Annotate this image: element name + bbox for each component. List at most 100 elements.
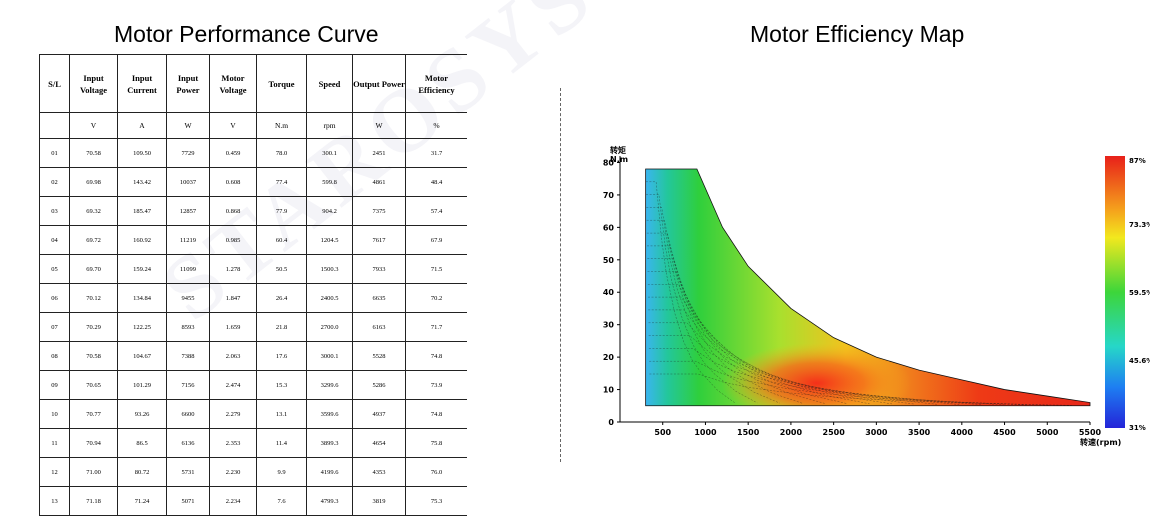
x-tick-label: 2000: [780, 428, 803, 437]
table-cell: 71.24: [117, 486, 167, 516]
table-cell: 122.25: [117, 312, 167, 342]
table-cell: 70.2: [405, 283, 467, 313]
table-cell: 7388: [166, 341, 210, 371]
table-row: 01 70.58 109.50 7729 0.459 78.0 300.1 2451 31.7: [39, 138, 467, 168]
table-cell: 1.659: [209, 312, 257, 342]
table-cell: 134.84: [117, 283, 167, 313]
table-cell: 5731: [166, 457, 210, 487]
unit-cell: V: [69, 112, 118, 139]
x-tick-label: 1000: [694, 428, 717, 437]
table-row: 02 69.98 143.42 10037 0.608 77.4 599.8 4861 48.4: [39, 167, 467, 197]
table-cell: 60.4: [256, 225, 307, 255]
table-cell: 3000.1: [306, 341, 353, 371]
table-cell: 17.6: [256, 341, 307, 371]
unit-cell: V: [209, 112, 257, 139]
table-cell: 4799.3: [306, 486, 353, 516]
table-cell: 71.5: [405, 254, 467, 284]
table-cell: 1500.3: [306, 254, 353, 284]
table-cell: 74.8: [405, 341, 467, 371]
efficiency-map-title: Motor Efficiency Map: [750, 21, 965, 47]
contour-line: [649, 373, 1072, 406]
contour-line: [647, 284, 915, 405]
contour-line: [648, 322, 982, 405]
table-cell: 0.985: [209, 225, 257, 255]
contour-line: [646, 207, 780, 404]
table-cell: 9455: [166, 283, 210, 313]
table-cell: 09: [39, 370, 70, 400]
performance-table: S/L Input Voltage Input Current Input Power…: [39, 54, 467, 526]
x-tick-label: 3500: [908, 428, 931, 437]
table-cell: 6163: [352, 312, 406, 342]
x-tick-label: 500: [654, 428, 671, 437]
table-cell: 07: [39, 312, 70, 342]
table-cell: 4199.6: [306, 457, 353, 487]
colorbar-label: 87%: [1129, 157, 1146, 165]
contour-line: [647, 271, 892, 405]
table-row: 11 70.94 86.5 6136 2.353 11.4 3899.3 4654 75.8: [39, 428, 467, 458]
table-header-cell: Input Voltage: [69, 54, 118, 113]
contour-line: [648, 296, 937, 405]
performance-table-title: Motor Performance Curve: [114, 21, 379, 47]
table-cell: 101.29: [117, 370, 167, 400]
table-cell: 70.65: [69, 370, 118, 400]
table-cell: 4654: [352, 428, 406, 458]
table-cell: 01: [39, 138, 70, 168]
table-cell: 70.77: [69, 399, 118, 429]
table-header-cell: Torque: [256, 54, 307, 113]
table-row: 04 69.72 160.92 11219 0.985 60.4 1204.5 7617 67.…: [39, 225, 467, 255]
table-row: 03 69.32 185.47 12857 0.868 77.9 904.2 7375 57.4: [39, 196, 467, 226]
section-divider: [560, 88, 561, 462]
table-cell: 71.00: [69, 457, 118, 487]
table-cell: 7617: [352, 225, 406, 255]
table-cell: 143.42: [117, 167, 167, 197]
table-cell: 70.58: [69, 341, 118, 371]
y-tick-label: 30: [603, 321, 615, 330]
contour-line: [648, 309, 960, 405]
table-cell: 86.5: [117, 428, 167, 458]
table-cell: 3899.3: [306, 428, 353, 458]
table-cell: 4937: [352, 399, 406, 429]
table-cell: 74.8: [405, 399, 467, 429]
contour-line: [649, 360, 1050, 406]
x-tick-label: 1500: [737, 428, 760, 437]
table-units-row: V A W V N.m rpm W%: [39, 112, 467, 139]
contour-line: [646, 232, 825, 404]
table-cell: 904.2: [306, 196, 353, 226]
unit-cell: A: [117, 112, 167, 139]
y-tick-label: 50: [603, 256, 615, 265]
table-cell: 2.279: [209, 399, 257, 429]
x-tick-label: 5000: [1036, 428, 1059, 437]
contour-line: [648, 335, 1005, 406]
table-cell: 1.278: [209, 254, 257, 284]
table-row: 05 69.70 159.24 11099 1.278 50.5 1500.3 7933 71.…: [39, 254, 467, 284]
table-row: 10 70.77 93.26 6600 2.279 13.1 3599.6 4937 74.8: [39, 399, 467, 429]
table-cell: 7933: [352, 254, 406, 284]
table-cell: 69.70: [69, 254, 118, 284]
table-cell: 2.063: [209, 341, 257, 371]
table-cell: 77.9: [256, 196, 307, 226]
table-cell: 13.1: [256, 399, 307, 429]
table-cell: 12: [39, 457, 70, 487]
table-header-cell: Motor Efficiency: [405, 54, 467, 113]
table-cell: 77.4: [256, 167, 307, 197]
table-cell: 12857: [166, 196, 210, 226]
unit-cell: rpm: [306, 112, 353, 139]
y-axis-label-line2: N.m: [610, 155, 628, 164]
table-cell: 2451: [352, 138, 406, 168]
table-cell: 6136: [166, 428, 210, 458]
table-cell: 26.4: [256, 283, 307, 313]
y-tick-label: 20: [603, 353, 615, 362]
table-cell: 185.47: [117, 196, 167, 226]
table-cell: 76.0: [405, 457, 467, 487]
table-cell: 0.868: [209, 196, 257, 226]
table-cell: 57.4: [405, 196, 467, 226]
table-cell: 70.94: [69, 428, 118, 458]
table-cell: 1.847: [209, 283, 257, 313]
table-cell: 7156: [166, 370, 210, 400]
contour-line: [647, 258, 870, 405]
table-cell: 10037: [166, 167, 210, 197]
table-cell: 93.26: [117, 399, 167, 429]
table-cell: 05: [39, 254, 70, 284]
table-row: 12 71.00 80.72 5731 2.230 9.9 4199.6 4353 76.0: [39, 457, 467, 487]
table-cell: 11.4: [256, 428, 307, 458]
